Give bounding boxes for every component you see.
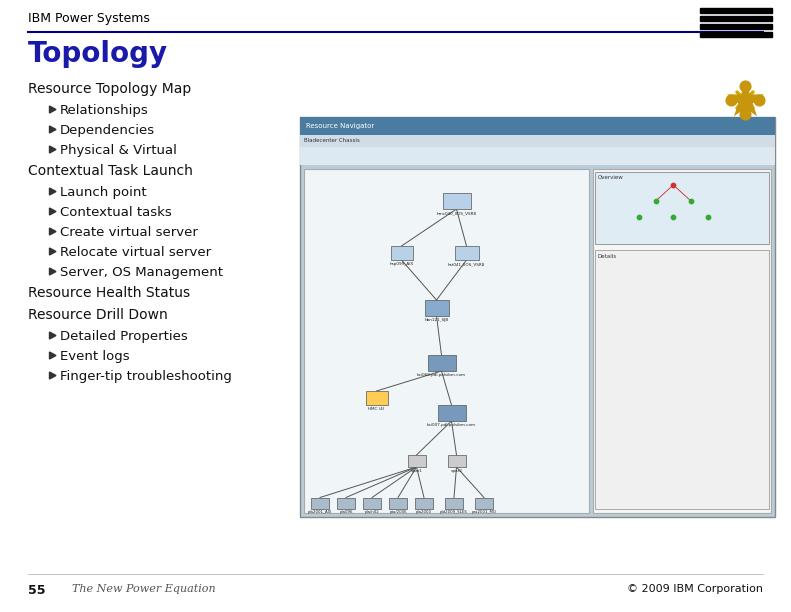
Text: Contextual Task Launch: Contextual Task Launch: [28, 164, 193, 178]
Text: Details: Details: [598, 254, 617, 259]
Text: Launch point: Launch point: [60, 186, 146, 199]
Polygon shape: [50, 126, 56, 133]
Bar: [300, 117, 775, 517]
Text: bci068.pdl.polsibm.com: bci068.pdl.polsibm.com: [417, 373, 466, 377]
Text: pla2000: pla2000: [416, 510, 432, 515]
Polygon shape: [50, 372, 56, 379]
Text: hbn121_SJB: hbn121_SJB: [425, 318, 448, 322]
Text: pla096: pla096: [339, 510, 353, 515]
Point: [753, 95, 766, 105]
Text: pld2009_SLES: pld2009_SLES: [440, 510, 467, 515]
Bar: [337, 498, 355, 509]
Bar: [363, 498, 381, 509]
Bar: [593, 169, 771, 513]
Polygon shape: [50, 188, 56, 195]
Text: Resource Health Status: Resource Health Status: [28, 286, 190, 300]
Bar: [442, 193, 471, 209]
Polygon shape: [50, 228, 56, 235]
Bar: [391, 246, 412, 260]
Point: [702, 212, 714, 222]
Point: [649, 196, 662, 206]
Text: hsp099_AIX: hsp099_AIX: [389, 262, 414, 266]
Bar: [300, 135, 775, 147]
Polygon shape: [50, 146, 56, 153]
Text: Bladecenter Chassis: Bladecenter Chassis: [304, 138, 360, 143]
Point: [739, 81, 751, 91]
Point: [725, 95, 737, 105]
Text: Relationships: Relationships: [60, 104, 149, 117]
Bar: [300, 117, 775, 135]
Bar: [455, 246, 479, 260]
Polygon shape: [50, 208, 56, 215]
Bar: [700, 32, 772, 37]
Text: Overview: Overview: [598, 175, 624, 180]
Text: Relocate virtual server: Relocate virtual server: [60, 246, 211, 259]
Text: Dependencies: Dependencies: [60, 124, 155, 137]
Polygon shape: [50, 268, 56, 275]
Text: © 2009 IBM Corporation: © 2009 IBM Corporation: [627, 584, 763, 594]
Text: Event logs: Event logs: [60, 350, 130, 363]
Bar: [700, 16, 772, 21]
Bar: [415, 498, 433, 509]
Text: vpar1: vpar1: [411, 469, 422, 473]
Bar: [407, 455, 426, 467]
Bar: [595, 250, 769, 509]
Bar: [448, 455, 465, 467]
Bar: [427, 355, 456, 371]
Text: 55: 55: [28, 584, 46, 597]
Polygon shape: [50, 106, 56, 113]
Bar: [700, 24, 772, 29]
Point: [632, 212, 645, 222]
Bar: [389, 498, 407, 509]
Point: [667, 180, 679, 190]
Polygon shape: [50, 352, 56, 359]
Bar: [437, 405, 465, 421]
Bar: [445, 498, 463, 509]
Text: Contextual tasks: Contextual tasks: [60, 206, 172, 219]
Text: pla2001_AIX: pla2001_AIX: [308, 510, 332, 515]
Text: Create virtual server: Create virtual server: [60, 226, 198, 239]
Polygon shape: [50, 248, 56, 255]
Text: IBM Power Systems: IBM Power Systems: [28, 12, 149, 25]
Bar: [700, 8, 772, 13]
Text: Physical & Virtual: Physical & Virtual: [60, 144, 177, 157]
Text: Resource Topology Map: Resource Topology Map: [28, 82, 191, 96]
Polygon shape: [50, 332, 56, 339]
Text: pla/n02: pla/n02: [365, 510, 380, 515]
Text: Finger-tip troubleshooting: Finger-tip troubleshooting: [60, 370, 232, 383]
Bar: [365, 391, 388, 405]
Bar: [475, 498, 493, 509]
Text: Server, OS Management: Server, OS Management: [60, 266, 223, 279]
Point: [667, 212, 679, 222]
Text: Resource Drill Down: Resource Drill Down: [28, 308, 168, 322]
Text: Resource Navigator: Resource Navigator: [306, 123, 374, 129]
Bar: [300, 147, 775, 165]
Bar: [311, 498, 329, 509]
Text: pta/2006: pta/2006: [389, 510, 407, 515]
Point: [739, 109, 751, 119]
Bar: [595, 172, 769, 244]
Text: HMC (4): HMC (4): [369, 407, 384, 411]
Point: [684, 196, 697, 206]
Text: Topology: Topology: [28, 40, 168, 68]
Point: [739, 95, 751, 105]
Bar: [304, 169, 589, 513]
Bar: [425, 300, 448, 316]
Text: Detailed Properties: Detailed Properties: [60, 330, 187, 343]
Text: hmc040_IIOS_VSR8: hmc040_IIOS_VSR8: [437, 211, 476, 215]
Text: vpar2: vpar2: [451, 469, 463, 473]
Text: hst041_IIOS_VSR8: hst041_IIOS_VSR8: [448, 262, 485, 266]
Text: pra2001_MO: pra2001_MO: [471, 510, 497, 515]
Text: bci007.pdl.polsibm.com: bci007.pdl.polsibm.com: [427, 423, 476, 427]
Text: The New Power Equation: The New Power Equation: [72, 584, 216, 594]
